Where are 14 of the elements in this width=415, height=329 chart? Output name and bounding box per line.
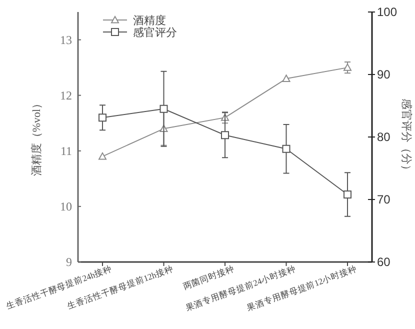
y-tick-label: 12 <box>60 88 72 103</box>
y-tick-label: 10 <box>60 200 72 214</box>
y-tick-label: 11 <box>60 144 72 158</box>
legend-label: 感官评分 <box>133 26 177 39</box>
y-axis-title: 酒精度（%vol） <box>30 98 43 176</box>
y2-tick-label: 60 <box>377 255 391 270</box>
y-tick-label: 9 <box>66 255 72 270</box>
y-tick-label: 13 <box>60 32 72 47</box>
y2-axis-title: 感官评分（分） <box>400 98 413 176</box>
y2-tick-label: 70 <box>377 192 391 207</box>
legend-label: 酒精度 <box>133 14 166 27</box>
y2-tick-label: 90 <box>377 68 391 82</box>
y2-tick-label: 100 <box>377 5 398 20</box>
y2-tick-label: 80 <box>377 130 391 144</box>
